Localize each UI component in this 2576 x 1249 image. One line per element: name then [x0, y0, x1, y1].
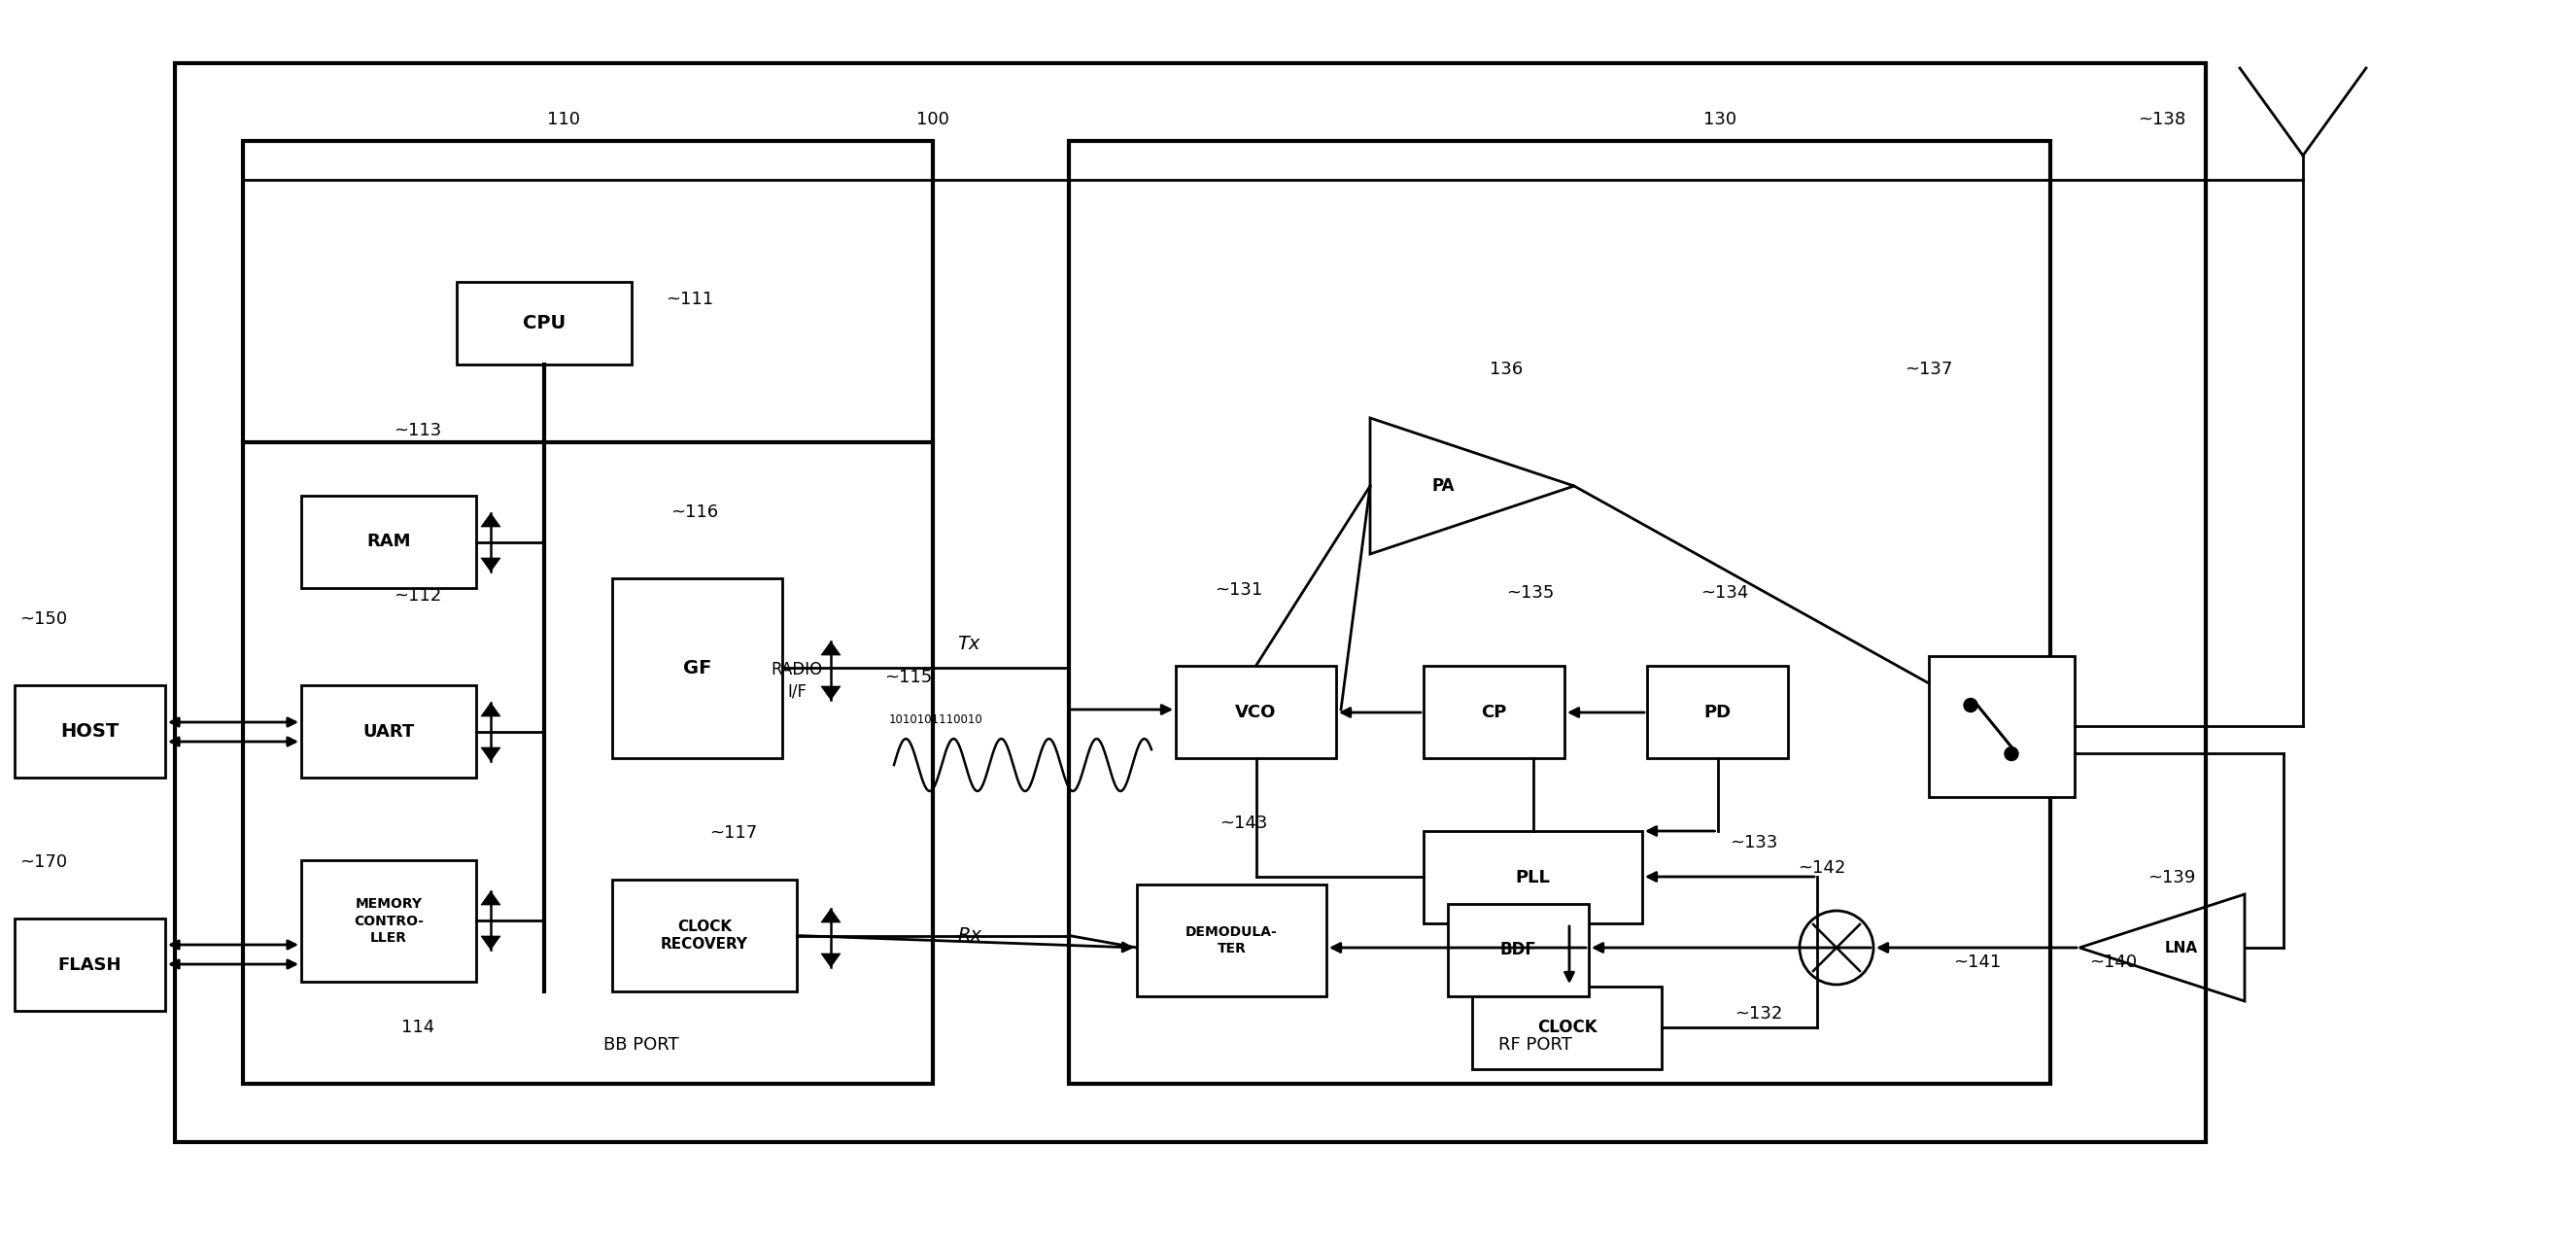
Text: ~170: ~170	[21, 853, 67, 871]
Polygon shape	[482, 936, 500, 949]
Text: BDF: BDF	[1499, 942, 1538, 959]
FancyBboxPatch shape	[301, 861, 477, 982]
Text: UART: UART	[363, 723, 415, 741]
FancyBboxPatch shape	[1136, 884, 1327, 997]
Circle shape	[1963, 698, 1978, 712]
FancyBboxPatch shape	[242, 141, 933, 1084]
Text: HOST: HOST	[62, 722, 118, 741]
Text: RADIO
I/F: RADIO I/F	[770, 661, 822, 699]
Text: LNA: LNA	[2164, 940, 2197, 955]
Text: FLASH: FLASH	[59, 955, 121, 973]
FancyBboxPatch shape	[613, 578, 783, 758]
Text: RAM: RAM	[366, 533, 410, 551]
Text: ~116: ~116	[670, 503, 719, 521]
FancyBboxPatch shape	[1425, 831, 1641, 923]
Text: CLOCK: CLOCK	[1538, 1019, 1597, 1037]
Text: ~140: ~140	[2089, 953, 2138, 970]
Text: ~137: ~137	[1904, 361, 1953, 378]
Polygon shape	[482, 703, 500, 717]
Text: DEMODULA-
TER: DEMODULA- TER	[1185, 926, 1278, 955]
Text: CP: CP	[1481, 703, 1507, 721]
Text: GF: GF	[683, 659, 711, 677]
FancyBboxPatch shape	[175, 64, 2205, 1142]
Polygon shape	[822, 909, 840, 923]
Text: 1010101110010: 1010101110010	[889, 713, 984, 726]
FancyBboxPatch shape	[15, 918, 165, 1010]
Text: PD: PD	[1703, 703, 1731, 721]
FancyBboxPatch shape	[1425, 666, 1564, 758]
Text: ~141: ~141	[1953, 953, 2002, 970]
Text: RF PORT: RF PORT	[1499, 1037, 1571, 1054]
Text: ~133: ~133	[1728, 834, 1777, 852]
Text: ~139: ~139	[2148, 869, 2195, 887]
Text: ~113: ~113	[394, 422, 440, 440]
Text: ~142: ~142	[1798, 859, 1844, 877]
Text: ~115: ~115	[884, 668, 933, 686]
FancyBboxPatch shape	[301, 496, 477, 588]
Text: Rx: Rx	[958, 927, 981, 945]
FancyBboxPatch shape	[1929, 656, 2074, 797]
FancyBboxPatch shape	[301, 686, 477, 778]
Text: ~111: ~111	[665, 291, 714, 309]
Polygon shape	[482, 558, 500, 572]
FancyBboxPatch shape	[1646, 666, 1788, 758]
Text: MEMORY
CONTRO-
LLER: MEMORY CONTRO- LLER	[353, 897, 422, 944]
Polygon shape	[822, 642, 840, 656]
Text: ~143: ~143	[1218, 814, 1267, 832]
Polygon shape	[482, 892, 500, 906]
Text: 100: 100	[917, 111, 951, 129]
FancyBboxPatch shape	[15, 686, 165, 778]
Text: ~138: ~138	[2138, 111, 2184, 129]
Text: ~131: ~131	[1216, 581, 1262, 598]
FancyBboxPatch shape	[1471, 987, 1662, 1069]
Text: ~150: ~150	[21, 611, 67, 628]
Text: CLOCK
RECOVERY: CLOCK RECOVERY	[662, 919, 747, 952]
Polygon shape	[822, 686, 840, 699]
Text: ~117: ~117	[708, 824, 757, 842]
FancyBboxPatch shape	[613, 879, 796, 992]
Text: CPU: CPU	[523, 313, 567, 332]
Text: ~134: ~134	[1700, 585, 1749, 602]
Text: PLL: PLL	[1515, 868, 1551, 886]
Text: Tx: Tx	[958, 636, 979, 653]
FancyBboxPatch shape	[1448, 904, 1589, 997]
Polygon shape	[822, 953, 840, 967]
Text: 136: 136	[1489, 361, 1522, 378]
Text: ~112: ~112	[394, 587, 440, 605]
Text: ~135: ~135	[1507, 585, 1553, 602]
Text: 130: 130	[1703, 111, 1736, 129]
Circle shape	[2004, 747, 2017, 761]
FancyBboxPatch shape	[456, 282, 631, 365]
Text: BB PORT: BB PORT	[603, 1037, 680, 1054]
Circle shape	[1801, 911, 1873, 984]
FancyBboxPatch shape	[1175, 666, 1337, 758]
Text: 110: 110	[546, 111, 580, 129]
FancyBboxPatch shape	[1069, 141, 2050, 1084]
Polygon shape	[482, 513, 500, 527]
Text: ~132: ~132	[1734, 1005, 1783, 1023]
Text: 114: 114	[402, 1019, 435, 1037]
Text: VCO: VCO	[1236, 703, 1278, 721]
Text: PA: PA	[1432, 477, 1455, 495]
Polygon shape	[482, 747, 500, 761]
